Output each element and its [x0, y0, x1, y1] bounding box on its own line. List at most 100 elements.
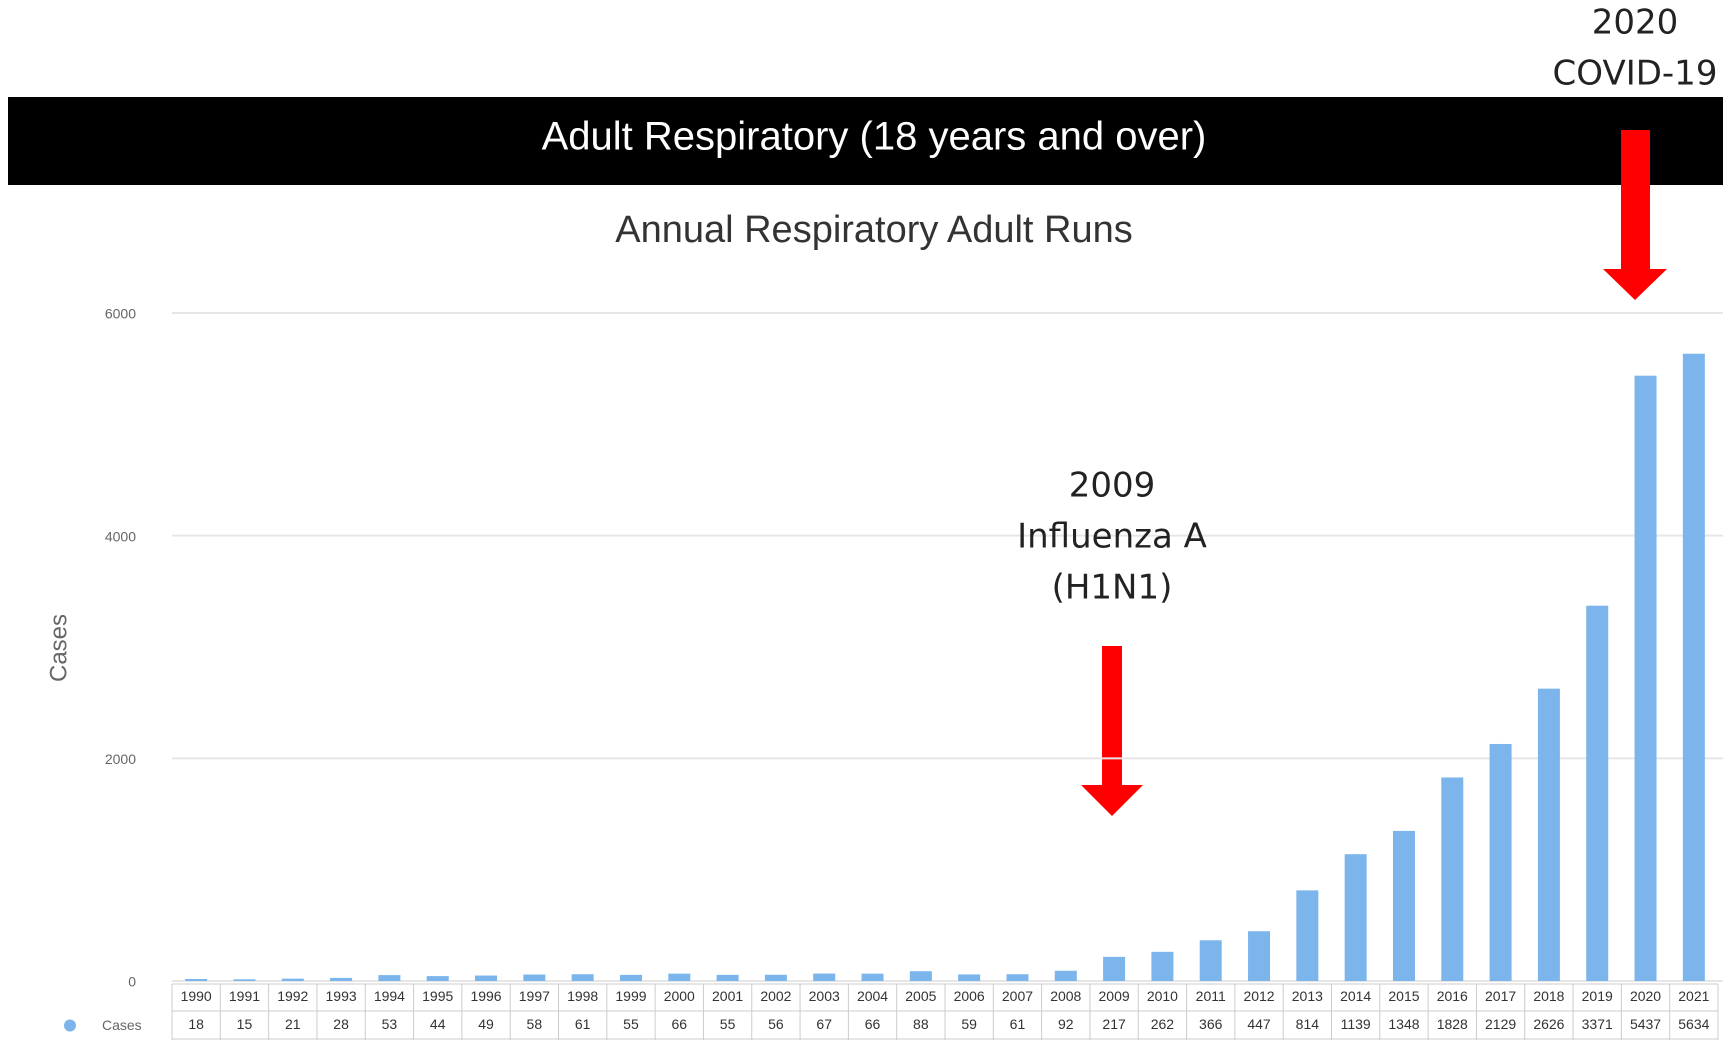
- bar: [1006, 974, 1029, 981]
- data-label: 53: [382, 1016, 398, 1032]
- bar: [233, 979, 256, 981]
- data-label: 1828: [1437, 1016, 1468, 1032]
- data-label: 66: [865, 1016, 881, 1032]
- data-label: 5437: [1630, 1016, 1661, 1032]
- x-tick-label: 2000: [664, 988, 695, 1004]
- annotation: Influenza A: [1017, 517, 1207, 557]
- data-label: 1139: [1341, 1016, 1371, 1032]
- x-tick-label: 2011: [1196, 988, 1226, 1004]
- data-label: 67: [816, 1016, 832, 1032]
- data-label: 59: [961, 1016, 977, 1032]
- bar: [958, 974, 981, 981]
- x-tick-label: 1999: [615, 988, 646, 1004]
- data-label: 44: [430, 1016, 446, 1032]
- bar: [1537, 688, 1560, 981]
- data-label: 5634: [1678, 1016, 1709, 1032]
- x-tick-label: 1998: [567, 988, 598, 1004]
- x-tick-label: 1991: [229, 988, 260, 1004]
- x-tick-label: 2016: [1437, 988, 1468, 1004]
- data-label: 55: [720, 1016, 736, 1032]
- data-label: 21: [285, 1016, 301, 1032]
- bar: [1682, 353, 1705, 981]
- bar: [764, 974, 787, 981]
- y-axis-label: Cases: [45, 614, 72, 682]
- x-tick-label: 1993: [326, 988, 357, 1004]
- x-tick-label: 1992: [277, 988, 308, 1004]
- data-label: 49: [478, 1016, 494, 1032]
- data-label: 15: [237, 1016, 253, 1032]
- bar: [1199, 940, 1222, 981]
- bar: [1441, 777, 1464, 981]
- bar: [281, 978, 304, 981]
- x-tick-label: 2018: [1533, 988, 1564, 1004]
- data-label: 61: [1010, 1016, 1026, 1032]
- y-tick-label: 0: [128, 974, 136, 990]
- y-tick-label: 4000: [105, 528, 136, 544]
- bar: [813, 973, 836, 981]
- x-tick-label: 1994: [374, 988, 405, 1004]
- bar: [1296, 890, 1319, 981]
- x-tick-label: 2020: [1630, 988, 1661, 1004]
- x-tick-label: 2013: [1292, 988, 1323, 1004]
- bar: [1634, 375, 1657, 981]
- bar: [185, 978, 208, 981]
- x-tick-label: 2008: [1050, 988, 1081, 1004]
- data-label: 88: [913, 1016, 929, 1032]
- annotation: (H1N1): [1052, 568, 1173, 608]
- bar: [378, 975, 401, 981]
- data-label: 61: [575, 1016, 591, 1032]
- data-label: 1348: [1388, 1016, 1419, 1032]
- bar: [426, 976, 449, 981]
- bar: [475, 975, 498, 981]
- bar: [668, 973, 691, 981]
- bar: [619, 974, 642, 981]
- data-label: 814: [1296, 1016, 1320, 1032]
- bar: [1248, 931, 1271, 981]
- data-label: 28: [333, 1016, 349, 1032]
- data-label: 2626: [1533, 1016, 1564, 1032]
- data-label: 92: [1058, 1016, 1074, 1032]
- bar: [1103, 956, 1126, 981]
- x-tick-label: 2001: [712, 988, 743, 1004]
- bar: [1489, 743, 1512, 981]
- banner: [8, 97, 1723, 185]
- bar: [909, 971, 932, 981]
- chart-title: Annual Respiratory Adult Runs: [615, 209, 1133, 251]
- x-tick-label: 2017: [1485, 988, 1516, 1004]
- bar: [330, 977, 353, 981]
- x-tick-label: 2012: [1243, 988, 1274, 1004]
- bar: [716, 974, 739, 981]
- x-tick-label: 1990: [181, 988, 212, 1004]
- data-label: 2129: [1485, 1016, 1516, 1032]
- data-label: 56: [768, 1016, 784, 1032]
- bar: [523, 974, 546, 981]
- legend-label: Cases: [102, 1017, 142, 1033]
- annotation: 2009: [1069, 466, 1156, 506]
- arrow: [1603, 130, 1667, 300]
- x-tick-label: 2004: [857, 988, 888, 1004]
- data-label: 66: [671, 1016, 687, 1032]
- data-label: 217: [1102, 1016, 1126, 1032]
- bar: [1151, 951, 1174, 981]
- banner-text: Adult Respiratory (18 years and over): [542, 115, 1207, 159]
- data-label: 3371: [1582, 1016, 1613, 1032]
- x-tick-label: 1997: [519, 988, 550, 1004]
- x-tick-label: 2002: [760, 988, 791, 1004]
- bar: [1586, 605, 1609, 981]
- legend-marker: [64, 1019, 76, 1032]
- x-tick-label: 2006: [954, 988, 985, 1004]
- x-tick-label: 2021: [1678, 988, 1709, 1004]
- data-label: 366: [1199, 1016, 1223, 1032]
- x-tick-label: 1995: [422, 988, 453, 1004]
- x-tick-label: 2014: [1340, 988, 1371, 1004]
- annotation: 2020: [1592, 3, 1679, 43]
- bar: [571, 974, 594, 981]
- annotation: COVID-19: [1553, 54, 1718, 94]
- x-tick-label: 2005: [905, 988, 936, 1004]
- y-tick-label: 6000: [105, 306, 136, 322]
- bar: [861, 973, 884, 981]
- x-tick-label: 2010: [1147, 988, 1178, 1004]
- x-tick-label: 2015: [1388, 988, 1419, 1004]
- bar: [1054, 970, 1077, 981]
